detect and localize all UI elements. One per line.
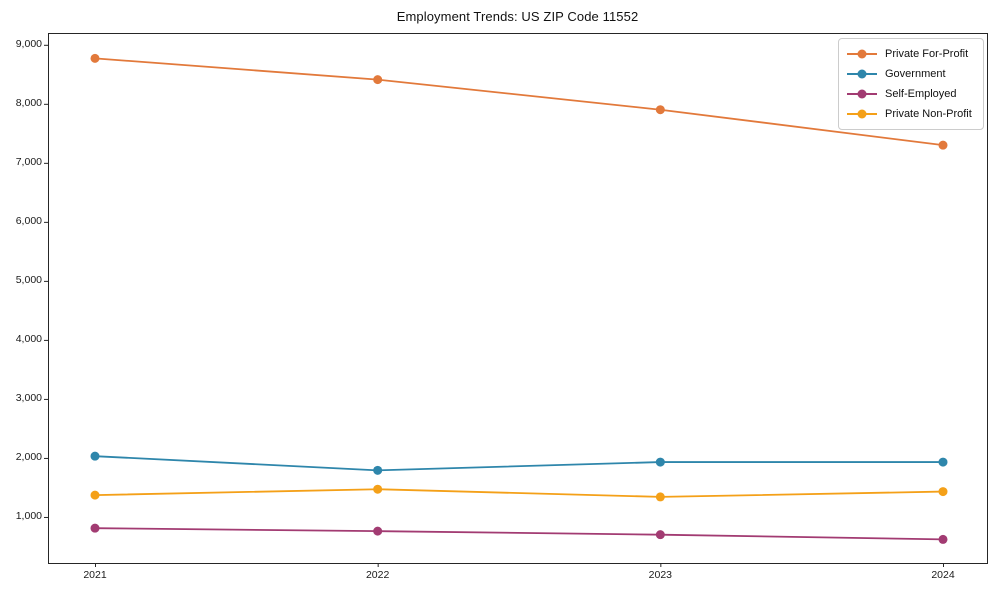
data-point-self-employed [90, 523, 100, 533]
data-point-government [373, 465, 383, 475]
x-tick-label: 2022 [365, 569, 390, 581]
legend-line-marker-icon [847, 49, 877, 59]
legend-line-marker-icon [847, 109, 877, 119]
legend: Private For-Profit Government Self-Employe… [838, 38, 984, 130]
legend-item-private-non-profit: Private Non-Profit [846, 104, 977, 124]
y-tick-label: 8,000 [15, 97, 42, 110]
data-point-private-non-profit [373, 484, 383, 494]
y-tick-label: 6,000 [15, 215, 42, 228]
legend-label: Self-Employed [885, 88, 957, 100]
x-tick-label: 2024 [931, 569, 955, 581]
series-line-private-non-profit [94, 488, 944, 498]
legend-line-marker-icon [847, 69, 877, 79]
x-tick-label: 2023 [648, 569, 672, 581]
chart-title: Employment Trends: US ZIP Code 11552 [396, 9, 639, 24]
y-tick-label: 5,000 [15, 274, 42, 287]
y-tick-label: 7,000 [15, 156, 42, 169]
legend-label: Government [885, 68, 946, 80]
data-point-self-employed [655, 530, 665, 540]
data-point-private-for-profit [938, 140, 948, 150]
y-tick-label: 2,000 [15, 451, 42, 464]
series-line-self-employed [94, 527, 944, 541]
legend-label: Private For-Profit [885, 48, 969, 60]
legend-line-marker-icon [847, 89, 877, 99]
legend-item-private-for-profit: Private For-Profit [846, 44, 977, 64]
data-point-government [90, 451, 100, 461]
y-tick-label: 3,000 [15, 392, 42, 405]
legend-item-self-employed: Self-Employed [846, 84, 977, 104]
x-tick-label: 2021 [83, 569, 107, 581]
legend-label: Private Non-Profit [885, 108, 972, 120]
data-point-private-for-profit [90, 53, 100, 63]
data-point-private-for-profit [373, 75, 383, 85]
y-tick-label: 9,000 [15, 38, 42, 51]
y-tick-label: 1,000 [15, 510, 42, 523]
data-point-private-non-profit [655, 492, 665, 502]
data-point-government [938, 457, 948, 467]
data-point-self-employed [938, 534, 948, 544]
y-tick-label: 4,000 [15, 333, 42, 346]
legend-item-government: Government [846, 64, 977, 84]
data-point-self-employed [373, 526, 383, 536]
series-line-private-for-profit [94, 57, 944, 147]
data-point-government [655, 457, 665, 467]
data-point-private-non-profit [938, 487, 948, 497]
series-line-government [94, 455, 944, 472]
data-point-private-non-profit [90, 490, 100, 500]
plot-box [48, 33, 988, 564]
data-point-private-for-profit [655, 105, 665, 115]
